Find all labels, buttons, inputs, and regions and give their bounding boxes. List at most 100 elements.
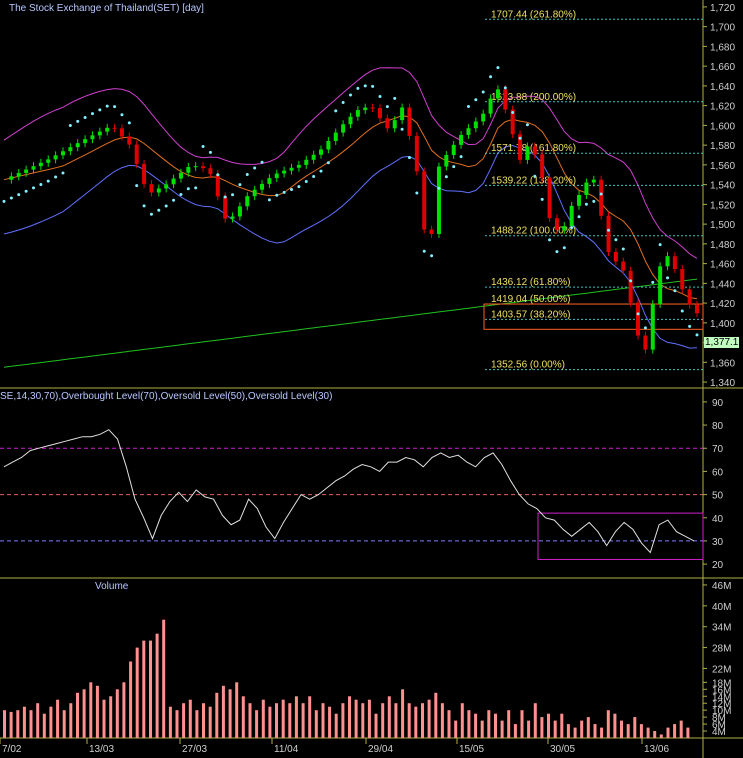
sar-dot [385, 105, 389, 109]
price-candle [149, 184, 154, 193]
volume-bar [76, 692, 79, 738]
sar-dot [459, 155, 463, 159]
volume-bar [328, 706, 332, 738]
sar-dot [673, 289, 677, 293]
sar-dot [2, 199, 6, 203]
sar-dot [599, 192, 603, 196]
volume-bar [275, 703, 278, 738]
volume-bar [474, 713, 478, 738]
volume-tick-label: 28M [712, 644, 731, 655]
volume-bar [182, 703, 186, 738]
volume-bar [447, 710, 451, 738]
sar-dot [607, 228, 611, 232]
volume-bar [109, 696, 113, 738]
price-candle [223, 196, 228, 219]
sar-dot [135, 184, 139, 188]
sar-dot [186, 187, 190, 191]
fib-level-label: 1352.56 (0.00%) [491, 360, 565, 371]
price-candle [75, 143, 80, 148]
volume-tick-label: 8M [712, 713, 726, 724]
volume-bar [566, 724, 570, 738]
volume-bar [122, 682, 126, 738]
x-tick-label: 11/04 [274, 744, 299, 755]
volume-bar [82, 689, 86, 738]
price-candle [363, 107, 368, 111]
sar-dot [142, 204, 146, 208]
sar-dot [688, 324, 692, 328]
volume-bar [89, 682, 93, 738]
rsi-tick-label: 90 [712, 398, 724, 409]
price-candle [105, 127, 110, 132]
volume-bar [606, 710, 610, 738]
sar-dot [31, 186, 35, 190]
volume-bar [434, 692, 438, 738]
sar-dot [562, 246, 566, 250]
price-tick-label: 1,560 [710, 161, 735, 172]
volume-bar [520, 710, 524, 738]
price-candle [584, 182, 589, 195]
sar-dot [584, 202, 588, 206]
price-candle [377, 108, 382, 119]
volume-bar [162, 619, 166, 738]
volume-bar [686, 727, 690, 738]
sar-dot [282, 190, 286, 194]
x-tick-label: 13/03 [89, 744, 114, 755]
price-tick-label: 1,700 [710, 23, 735, 34]
sar-dot [341, 101, 345, 105]
price-candle [525, 146, 530, 160]
volume-bar [547, 713, 550, 738]
volume-bar [288, 703, 292, 738]
price-candle [510, 109, 515, 135]
sar-dot [540, 197, 544, 201]
volume-bar [248, 703, 252, 738]
price-tick-label: 1,720 [710, 3, 735, 14]
price-candle [613, 252, 618, 262]
rsi-tick-label: 70 [712, 444, 724, 455]
price-candle [466, 128, 471, 135]
fib-level-label: 1403.57 (38.20%) [491, 309, 571, 320]
volume-bar [341, 703, 345, 738]
volume-bar [142, 640, 146, 738]
price-tick-label: 1,360 [710, 358, 735, 369]
volume-title: Volume [95, 581, 129, 592]
price-candle [289, 167, 294, 171]
volume-bar [401, 689, 405, 738]
volume-bar [507, 710, 511, 738]
sar-dot [98, 108, 102, 112]
sar-dot [275, 193, 279, 197]
volume-bar [188, 699, 192, 738]
price-candle [311, 154, 316, 160]
volume-bar [414, 706, 418, 738]
price-candle [215, 174, 220, 197]
volume-bar [168, 706, 172, 738]
volume-bar [221, 685, 225, 738]
rsi-tick-label: 80 [712, 421, 724, 432]
price-tick-label: 1,540 [710, 181, 735, 192]
price-candle [9, 176, 14, 180]
volume-bar [95, 685, 99, 738]
price-candle [267, 178, 272, 184]
volume-bar [354, 699, 358, 738]
volume-bar [261, 699, 265, 738]
sar-dot [46, 179, 50, 183]
price-candle [53, 155, 58, 160]
sar-dot [216, 173, 220, 177]
x-tick-label: 30/05 [550, 744, 575, 755]
volume-bar [268, 706, 272, 738]
price-candle [385, 118, 390, 129]
price-tick-label: 1,580 [710, 141, 735, 152]
sar-dot [651, 280, 655, 284]
volume-bar [3, 710, 6, 738]
volume-bar [115, 689, 119, 738]
volume-bar [460, 703, 464, 738]
sar-dot [260, 160, 264, 164]
sar-dot [400, 127, 404, 131]
price-candle [503, 89, 508, 110]
price-badge: 1,377.1 [704, 337, 740, 348]
rsi-title: SE,14,30,70),Overbought Level(70),Overso… [0, 391, 333, 402]
sar-dot [90, 112, 94, 116]
sar-dot [164, 204, 168, 208]
price-candle [193, 166, 198, 168]
price-candle [569, 205, 574, 227]
